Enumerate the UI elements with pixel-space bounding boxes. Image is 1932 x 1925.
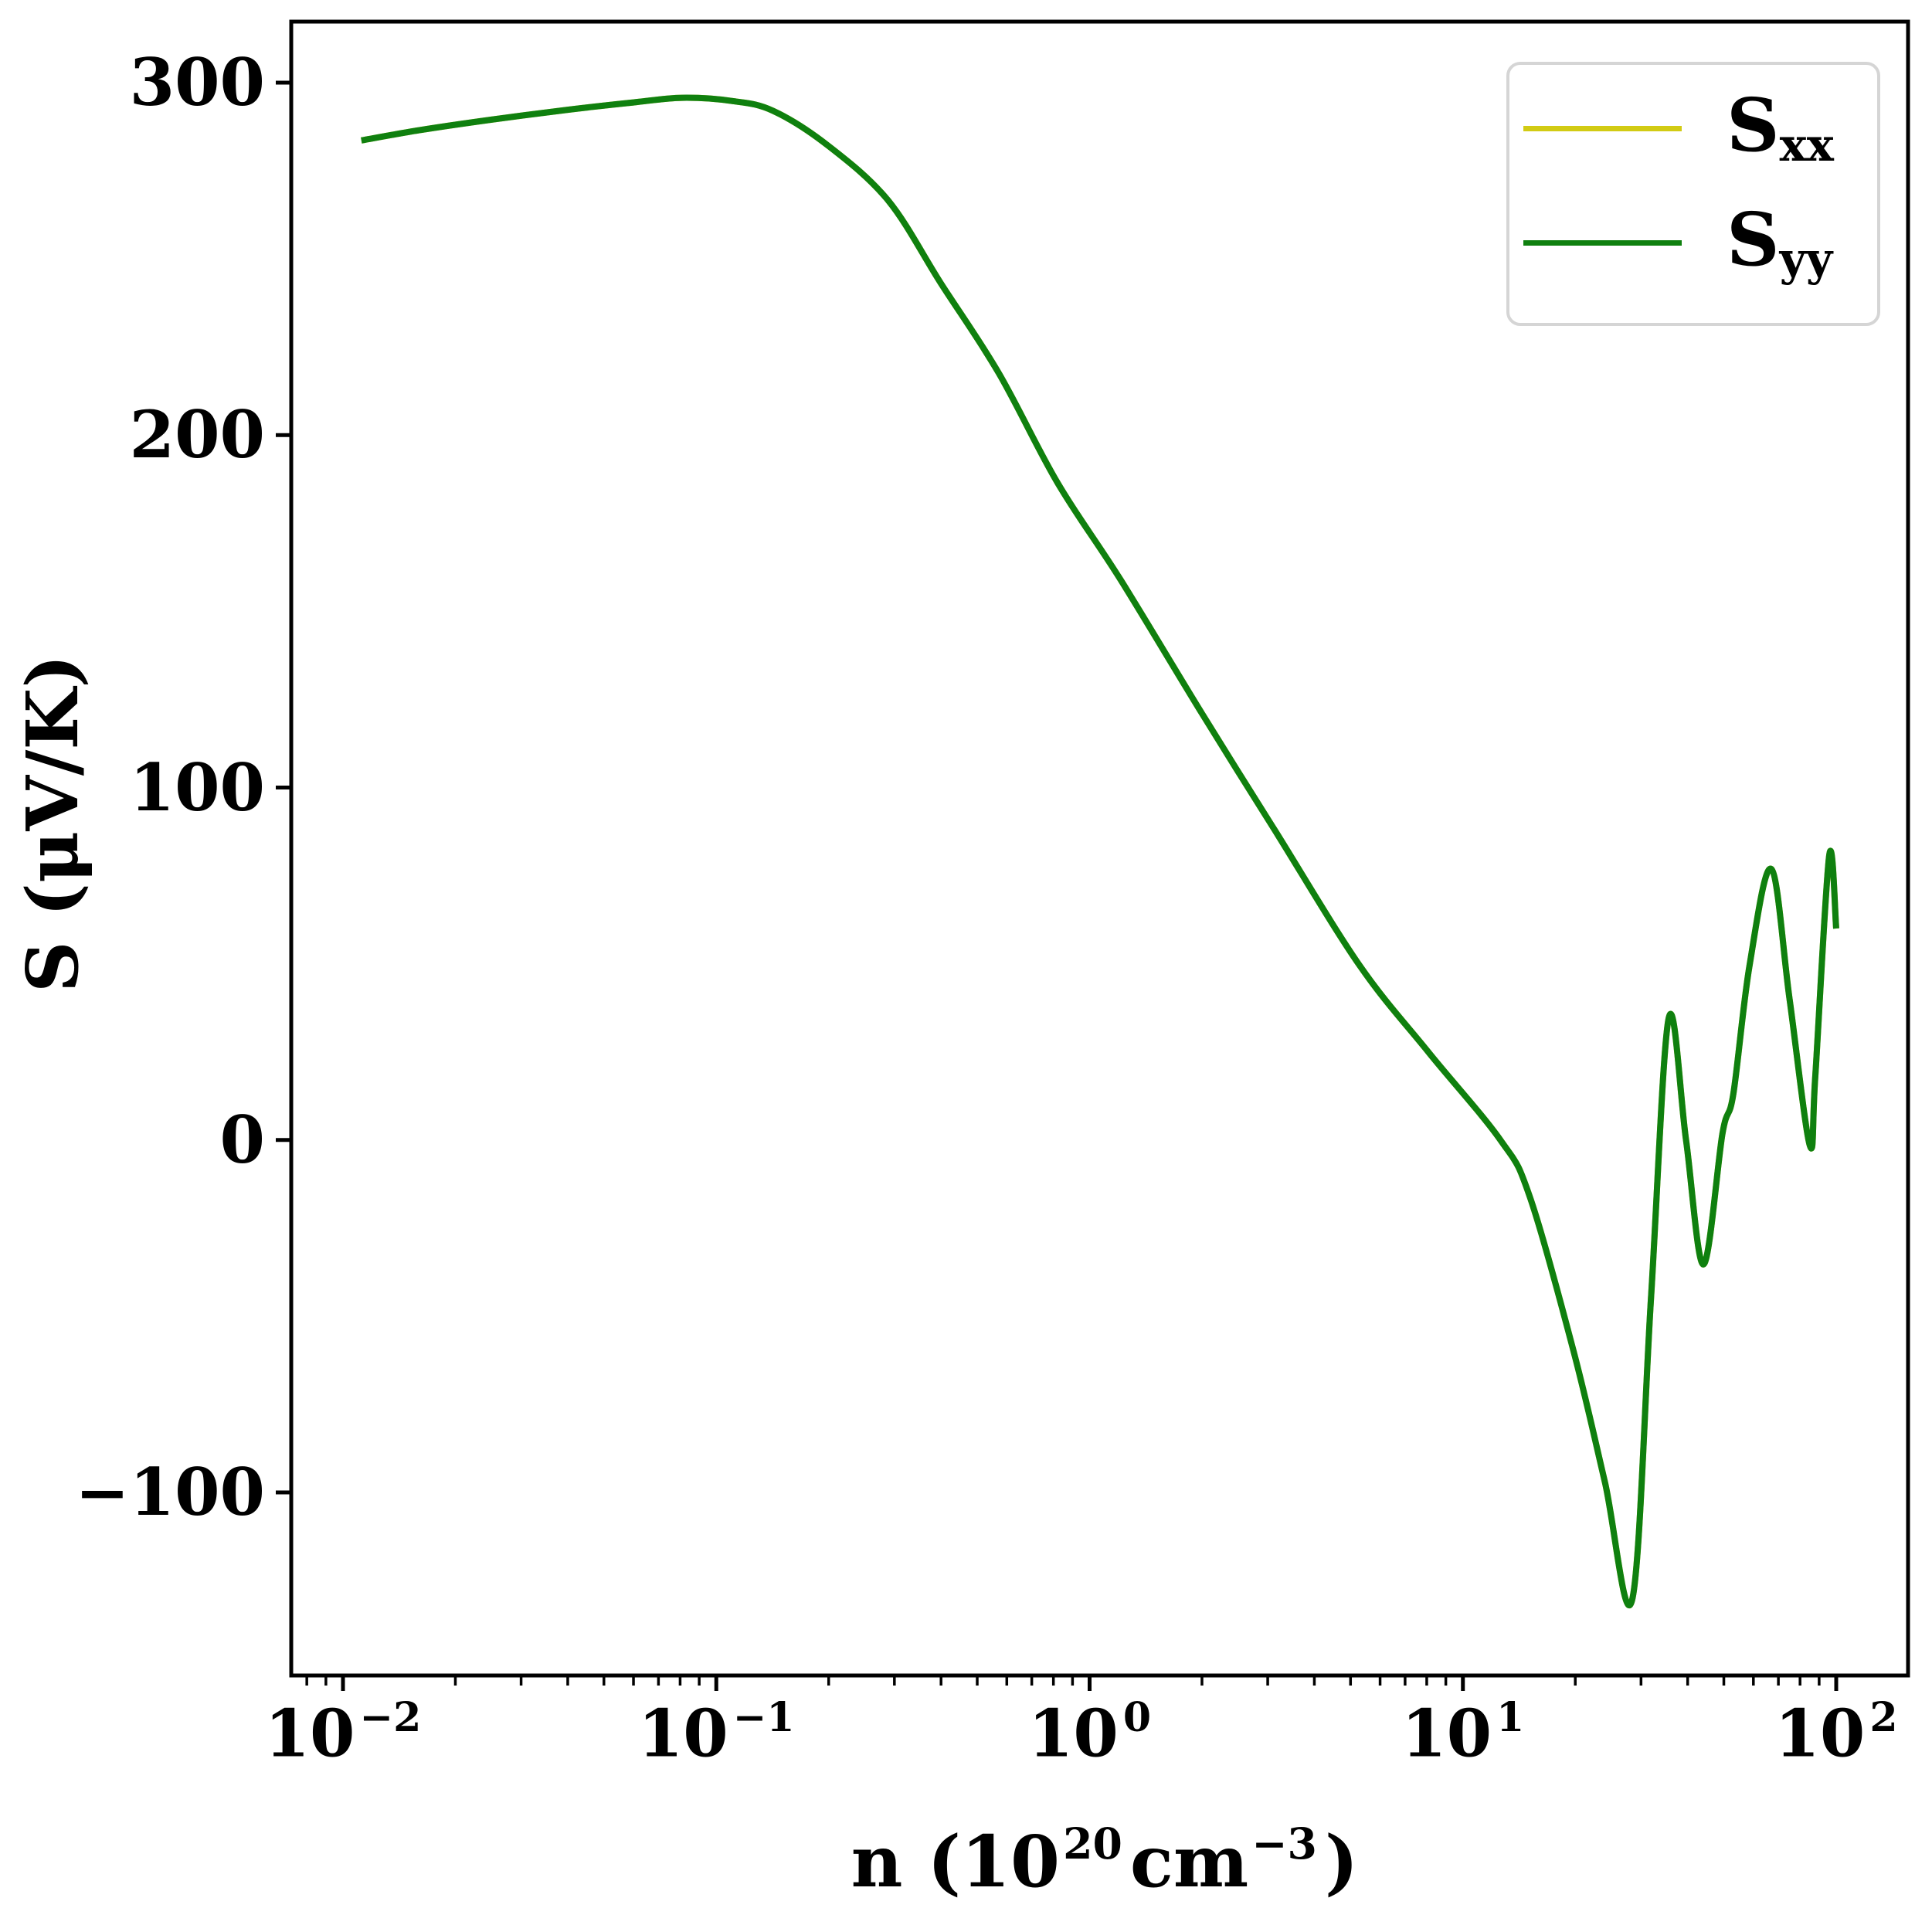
- legend-label-sxx-main: S: [1727, 82, 1780, 168]
- x-axis-label-exponent-minus3: −3: [1251, 1818, 1317, 1869]
- x-tick-label: 10 0: [1027, 1694, 1152, 1772]
- legend-label-syy: Syy: [1727, 203, 1832, 283]
- series-line-syy: [361, 94, 1839, 1609]
- y-tick-label: 300: [129, 44, 265, 121]
- y-tick-label: 0: [219, 1101, 265, 1178]
- x-axis-label-prefix: n (10: [851, 1820, 1061, 1904]
- legend-label-syy-main: S: [1727, 196, 1780, 283]
- y-tick-label: −100: [75, 1454, 265, 1530]
- x-axis-label: n (1020 cm−3): [851, 1823, 1359, 1898]
- x-tick-label: 10 2: [1774, 1694, 1898, 1772]
- legend-line-sample-syy: [1523, 239, 1682, 246]
- x-tick-label: 10 1: [1401, 1694, 1525, 1772]
- x-axis-label-suffix: ): [1324, 1820, 1359, 1904]
- legend-item-syy: Syy: [1509, 185, 1877, 300]
- legend: Sxx Syy: [1506, 62, 1880, 326]
- legend-label-sxx-subscript: xx: [1779, 117, 1834, 171]
- legend-label-syy-subscript: yy: [1779, 232, 1833, 286]
- x-tick-label: 10 −1: [637, 1694, 795, 1772]
- legend-label-sxx: Sxx: [1727, 89, 1834, 168]
- y-tick-label: 100: [129, 749, 265, 826]
- legend-line-sample-sxx: [1523, 125, 1682, 131]
- y-axis-label: S (μV/K): [11, 654, 94, 993]
- plot-spines: [289, 19, 1910, 1678]
- y-tick-label: 200: [129, 396, 265, 474]
- x-tick-label: 10 −2: [264, 1694, 422, 1772]
- x-axis-label-exponent-20: 20: [1063, 1818, 1122, 1869]
- x-axis-label-unit: cm: [1129, 1820, 1249, 1904]
- legend-item-sxx: Sxx: [1509, 71, 1877, 185]
